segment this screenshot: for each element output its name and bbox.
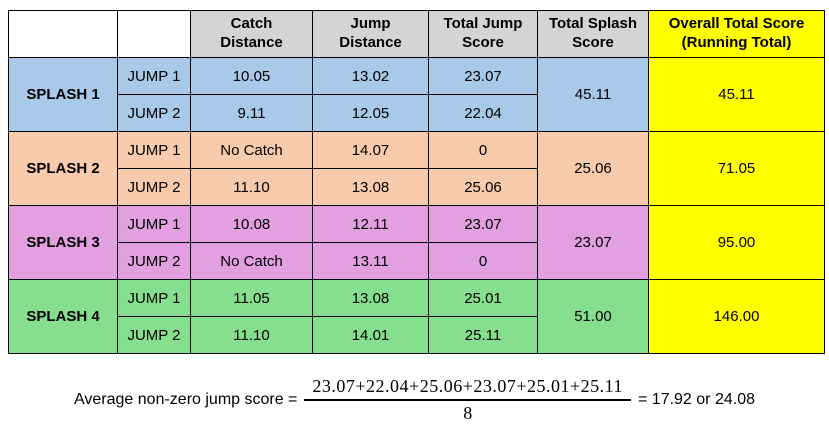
catch-distance-cell: No Catch (190, 242, 313, 280)
empty-corner-cell (8, 10, 118, 58)
splash-group-label: SPLASH 3 (8, 205, 118, 280)
total-jump-score-cell: 23.07 (428, 57, 538, 95)
table-row: SPLASH 1 JUMP 1 10.05 13.02 23.07 45.11 … (8, 57, 825, 132)
jump-label-cell: JUMP 2 (117, 316, 191, 354)
header-overall-total-score: Overall Total Score (Running Total) (648, 10, 825, 58)
jump-label-cell: JUMP 2 (117, 168, 191, 206)
formula-label: Average non-zero jump score = (74, 391, 298, 408)
splash-score-table: Catch Distance Jump Distance Total Jump … (8, 10, 825, 354)
catch-distance-cell: 10.05 (190, 57, 313, 95)
running-total-cell: 146.00 (648, 279, 825, 354)
table-row: JUMP 2 9.11 12.05 22.04 (9, 94, 825, 132)
header-row: Catch Distance Jump Distance Total Jump … (8, 10, 825, 58)
formula-result: = 17.92 or 24.08 (638, 391, 755, 408)
table-row: JUMP 2 11.10 14.01 25.11 (9, 316, 825, 354)
jump-label-cell: JUMP 2 (117, 242, 191, 280)
jump-label-cell: JUMP 1 (117, 205, 191, 243)
total-splash-score-cell: 45.11 (537, 57, 649, 132)
header-total-jump-score: Total Jump Score (428, 10, 538, 58)
table-row: SPLASH 4 JUMP 1 11.05 13.08 25.01 51.00 … (8, 279, 825, 354)
running-total-cell: 45.11 (648, 57, 825, 132)
table-row: SPLASH 3 JUMP 1 10.08 12.11 23.07 23.07 … (8, 205, 825, 280)
splash-group-label: SPLASH 4 (8, 279, 118, 354)
formula-denominator: 8 (463, 403, 473, 423)
jump-distance-cell: 14.01 (312, 316, 429, 354)
header-total-splash-score: Total Splash Score (537, 10, 649, 58)
header-jump-distance: Jump Distance (312, 10, 429, 58)
table-row: JUMP 2 No Catch 13.11 0 (9, 242, 825, 280)
catch-distance-cell: 10.08 (190, 205, 313, 243)
jump-distance-cell: 12.05 (312, 94, 429, 132)
splash-group-label: SPLASH 1 (8, 57, 118, 132)
total-jump-score-cell: 22.04 (428, 94, 538, 132)
catch-distance-cell: No Catch (190, 131, 313, 169)
splash-group-label: SPLASH 2 (8, 131, 118, 206)
formula-fraction: 23.07+22.04+25.06+23.07+25.01+25.11 8 (304, 376, 631, 424)
header-catch-distance: Catch Distance (190, 10, 313, 58)
jump-distance-cell: 13.08 (312, 168, 429, 206)
average-formula: Average non-zero jump score = 23.07+22.0… (0, 376, 829, 424)
jump-label-cell: JUMP 1 (117, 131, 191, 169)
total-jump-score-cell: 0 (428, 131, 538, 169)
catch-distance-cell: 9.11 (190, 94, 313, 132)
catch-distance-cell: 11.10 (190, 168, 313, 206)
worksheet: Catch Distance Jump Distance Total Jump … (0, 10, 829, 436)
total-jump-score-cell: 25.06 (428, 168, 538, 206)
jump-distance-cell: 13.11 (312, 242, 429, 280)
total-splash-score-cell: 25.06 (537, 131, 649, 206)
table-row: SPLASH 2 JUMP 1 No Catch 14.07 0 25.06 7… (8, 131, 825, 206)
total-jump-score-cell: 25.11 (428, 316, 538, 354)
jump-distance-cell: 12.11 (312, 205, 429, 243)
total-jump-score-cell: 25.01 (428, 279, 538, 317)
jump-label-cell: JUMP 1 (117, 57, 191, 95)
catch-distance-cell: 11.05 (190, 279, 313, 317)
running-total-cell: 71.05 (648, 131, 825, 206)
total-jump-score-cell: 0 (428, 242, 538, 280)
running-total-cell: 95.00 (648, 205, 825, 280)
total-splash-score-cell: 23.07 (537, 205, 649, 280)
total-splash-score-cell: 51.00 (537, 279, 649, 354)
jump-label-cell: JUMP 1 (117, 279, 191, 317)
jump-distance-cell: 13.08 (312, 279, 429, 317)
jump-distance-cell: 13.02 (312, 57, 429, 95)
table-row: JUMP 2 11.10 13.08 25.06 (9, 168, 825, 206)
formula-numerator: 23.07+22.04+25.06+23.07+25.01+25.11 (304, 376, 631, 401)
jump-distance-cell: 14.07 (312, 131, 429, 169)
total-jump-score-cell: 23.07 (428, 205, 538, 243)
catch-distance-cell: 11.10 (190, 316, 313, 354)
empty-corner-cell (117, 10, 191, 58)
jump-label-cell: JUMP 2 (117, 94, 191, 132)
